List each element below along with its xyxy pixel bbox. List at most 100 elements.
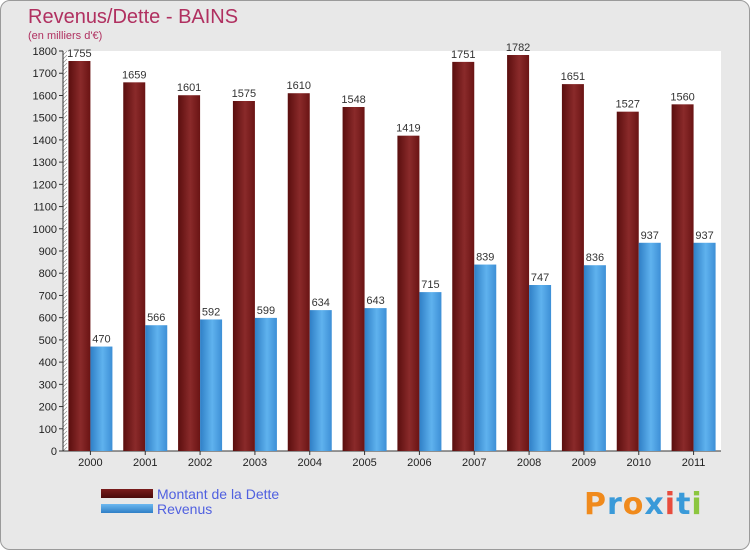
axis-hatch xyxy=(62,118,68,124)
axis-hatch xyxy=(62,82,68,88)
axis-hatch xyxy=(62,238,68,244)
axis-hatch xyxy=(62,110,68,116)
axis-hatch xyxy=(62,94,68,100)
axis-hatch xyxy=(62,274,68,280)
legend-swatch-revenus xyxy=(101,504,153,513)
data-label-revenus: 566 xyxy=(147,312,165,324)
axis-hatch xyxy=(62,322,68,328)
axis-hatch xyxy=(62,446,68,452)
bar-revenus xyxy=(529,285,552,451)
x-tick-label: 2000 xyxy=(78,457,102,469)
axis-hatch xyxy=(62,342,68,348)
axis-hatch xyxy=(62,326,68,332)
data-label-dette: 1755 xyxy=(67,48,91,60)
bar-dette xyxy=(342,107,365,451)
y-tick-label: 300 xyxy=(39,379,57,391)
axis-hatch xyxy=(62,158,68,164)
axis-hatch xyxy=(62,334,68,340)
x-tick-label: 2006 xyxy=(407,457,431,469)
axis-hatch xyxy=(62,142,68,148)
axis-hatch xyxy=(62,442,68,448)
axis-hatch xyxy=(62,226,68,232)
axis-hatch xyxy=(62,350,68,356)
axis-hatch xyxy=(62,198,68,204)
x-tick-label: 2002 xyxy=(188,457,212,469)
bar-dette xyxy=(178,95,201,451)
logo-letter: o xyxy=(622,487,645,522)
axis-hatch xyxy=(62,122,68,128)
data-label-revenus: 592 xyxy=(202,306,220,318)
axis-hatch xyxy=(62,202,68,208)
axis-hatch xyxy=(62,150,68,156)
x-tick-label: 2003 xyxy=(243,457,267,469)
axis-hatch xyxy=(62,262,68,268)
data-label-dette: 1651 xyxy=(561,71,585,83)
x-tick-label: 2005 xyxy=(352,457,376,469)
data-label-dette: 1548 xyxy=(341,94,365,106)
data-label-dette: 1659 xyxy=(122,69,146,81)
axis-hatch xyxy=(62,318,68,324)
bar-dette xyxy=(616,111,639,452)
legend-item-dette: Montant de la Dette xyxy=(101,486,279,502)
axis-hatch xyxy=(62,62,68,68)
bar-revenus xyxy=(364,308,387,451)
axis-hatch xyxy=(62,182,68,188)
axis-hatch xyxy=(62,250,68,256)
axis-hatch xyxy=(62,74,68,80)
axis-hatch xyxy=(62,70,68,76)
data-label-revenus: 839 xyxy=(476,252,494,264)
data-label-revenus: 643 xyxy=(366,295,384,307)
axis-hatch xyxy=(62,178,68,184)
chart-subtitle: (en milliers d'€) xyxy=(28,30,103,42)
data-label-dette: 1782 xyxy=(506,42,530,54)
axis-hatch xyxy=(62,222,68,228)
bar-dette xyxy=(452,61,475,452)
data-label-revenus: 715 xyxy=(421,279,439,291)
axis-hatch xyxy=(62,58,68,64)
axis-hatch xyxy=(62,314,68,320)
bar-dette xyxy=(561,84,584,451)
bar-revenus xyxy=(638,242,661,451)
x-tick-label: 2001 xyxy=(133,457,157,469)
bar-dette xyxy=(671,104,694,451)
axis-hatch xyxy=(62,410,68,416)
y-tick-label: 1000 xyxy=(33,224,57,236)
bar-revenus xyxy=(583,265,606,451)
axis-hatch xyxy=(62,366,68,372)
axis-hatch xyxy=(62,306,68,312)
axis-hatch xyxy=(62,374,68,380)
axis-hatch xyxy=(62,378,68,384)
axis-hatch xyxy=(62,114,68,120)
axis-hatch xyxy=(62,234,68,240)
bar-revenus xyxy=(419,292,442,451)
bar-revenus xyxy=(309,310,332,451)
axis-hatch xyxy=(62,438,68,444)
x-tick-label: 2009 xyxy=(572,457,596,469)
bar-revenus xyxy=(474,264,497,451)
axis-hatch xyxy=(62,290,68,296)
axis-hatch xyxy=(62,434,68,440)
axis-hatch xyxy=(62,254,68,260)
data-label-dette: 1751 xyxy=(451,49,475,61)
axis-hatch xyxy=(62,286,68,292)
axis-hatch xyxy=(62,194,68,200)
logo-letter: i xyxy=(691,487,703,522)
logo-letter: P xyxy=(584,487,607,522)
data-label-revenus: 937 xyxy=(695,230,713,242)
bar-dette xyxy=(397,135,420,451)
data-label-revenus: 836 xyxy=(586,252,604,264)
data-label-revenus: 470 xyxy=(92,334,110,346)
x-tick-label: 2004 xyxy=(298,457,322,469)
axis-hatch xyxy=(62,398,68,404)
y-tick-label: 1600 xyxy=(33,90,57,102)
y-tick-label: 1200 xyxy=(33,179,57,191)
axis-hatch xyxy=(62,386,68,392)
y-tick-label: 700 xyxy=(39,290,57,302)
y-tick-label: 600 xyxy=(39,313,57,325)
data-label-dette: 1527 xyxy=(616,99,640,111)
axis-hatch xyxy=(62,358,68,364)
bar-revenus xyxy=(693,242,716,451)
bar-revenus xyxy=(90,346,113,451)
axis-hatch xyxy=(62,138,68,144)
